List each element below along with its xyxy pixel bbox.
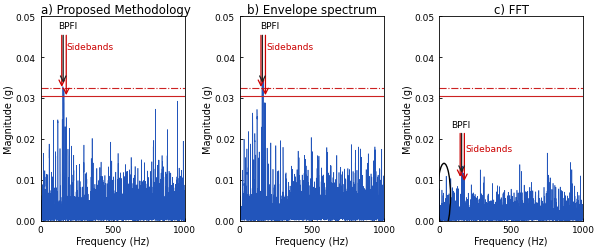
Text: BPFI: BPFI <box>261 22 280 31</box>
X-axis label: Frequency (Hz): Frequency (Hz) <box>76 236 150 246</box>
Text: BPFI: BPFI <box>58 22 77 31</box>
Text: a) Proposed Methodology: a) Proposed Methodology <box>41 4 190 17</box>
Title: c) FFT: c) FFT <box>494 4 529 17</box>
Y-axis label: Magnitude (g): Magnitude (g) <box>403 85 413 153</box>
Text: Sidebands: Sidebands <box>66 43 114 52</box>
Title: b) Envelope spectrum: b) Envelope spectrum <box>247 4 377 17</box>
Y-axis label: Magnitude (g): Magnitude (g) <box>204 85 213 153</box>
Text: Sidebands: Sidebands <box>266 43 313 52</box>
X-axis label: Frequency (Hz): Frequency (Hz) <box>275 236 349 246</box>
X-axis label: Frequency (Hz): Frequency (Hz) <box>474 236 548 246</box>
Text: BPFI: BPFI <box>451 120 470 129</box>
Text: Sidebands: Sidebands <box>465 144 512 154</box>
Y-axis label: Magnitude (g): Magnitude (g) <box>4 85 14 153</box>
